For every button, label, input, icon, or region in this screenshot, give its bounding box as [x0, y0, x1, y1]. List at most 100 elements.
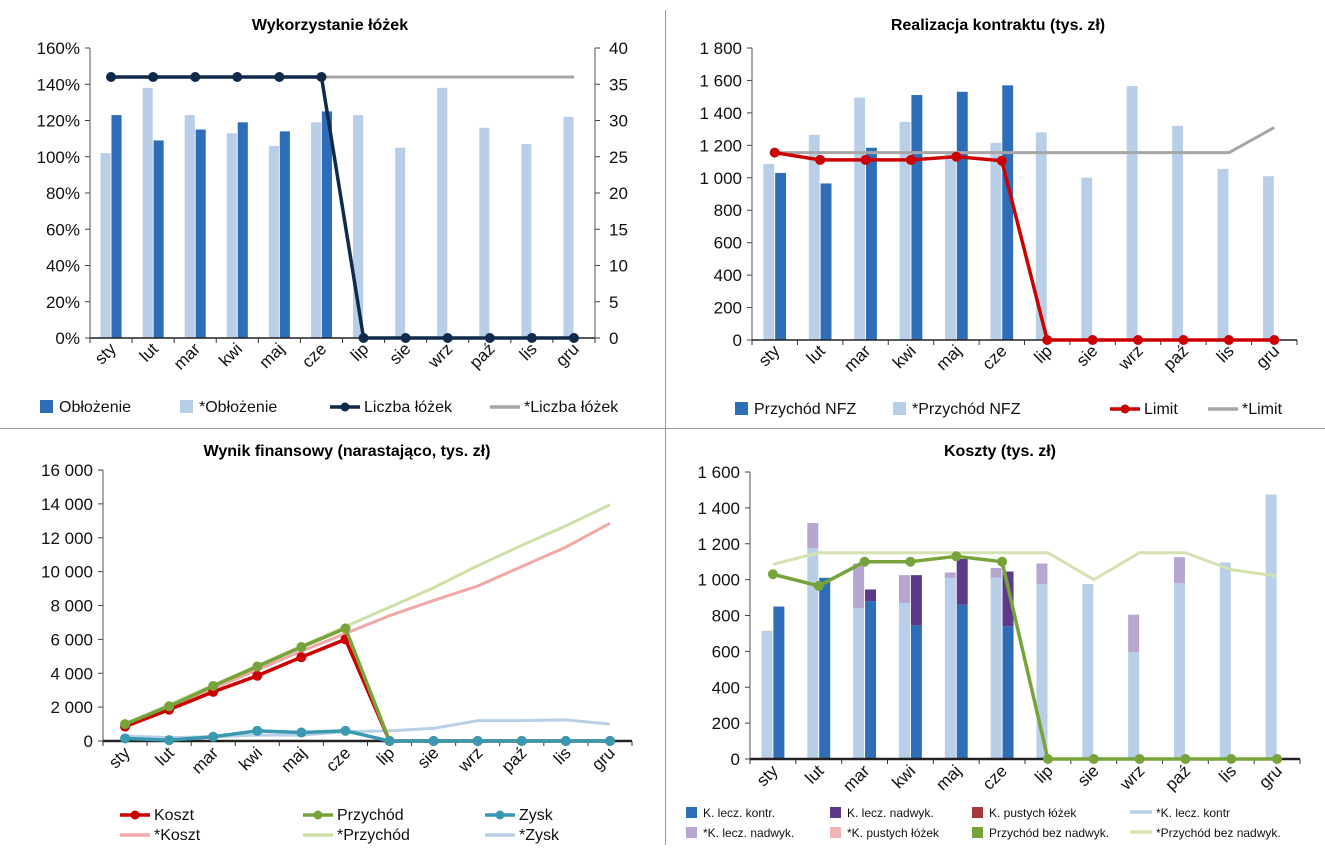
bar	[865, 601, 877, 759]
bar	[1262, 176, 1274, 340]
y-tick-label: 0	[731, 750, 740, 769]
legend-label: Przychód bez nadwyk.	[989, 826, 1109, 840]
bar	[1172, 125, 1184, 340]
bar	[990, 142, 1002, 340]
bar	[437, 87, 448, 338]
y2-tick-label: 5	[609, 293, 618, 312]
legend-swatch	[686, 827, 697, 838]
data-point	[568, 333, 579, 343]
x-tick-label: kwi	[889, 341, 920, 372]
bar	[956, 604, 968, 759]
x-tick-label: sie	[386, 339, 415, 368]
legend-label: Obłożenie	[59, 399, 131, 416]
data-point	[815, 154, 826, 165]
legend-swatch	[830, 807, 841, 818]
bar	[944, 577, 956, 759]
x-tick-label: cze	[322, 743, 354, 775]
data-point	[106, 72, 117, 82]
legend-swatch	[830, 827, 841, 838]
y2-tick-label: 40	[609, 39, 628, 58]
bar	[1173, 583, 1185, 759]
legend-label: K. lecz. kontr.	[703, 806, 775, 820]
y-tick-label: 120%	[37, 112, 80, 131]
y-tick-label: 0%	[55, 329, 80, 348]
y-tick-label: 6 000	[50, 630, 93, 649]
x-tick-label: mar	[188, 743, 222, 777]
y2-tick-label: 15	[609, 220, 628, 239]
bar	[1219, 562, 1231, 759]
data-point	[208, 731, 219, 742]
y-tick-label: 0	[733, 331, 742, 350]
data-point	[951, 151, 962, 162]
bar	[773, 606, 785, 759]
x-tick-label: mar	[840, 341, 874, 375]
bar	[1002, 626, 1014, 759]
x-tick-label: sty	[755, 341, 784, 370]
data-point	[859, 556, 870, 567]
y-tick-label: 600	[712, 642, 740, 661]
vertical-divider	[665, 10, 666, 845]
data-point	[1042, 335, 1053, 345]
x-tick-label: lis	[516, 339, 541, 364]
bar	[854, 97, 866, 340]
bar	[807, 548, 819, 759]
legend-marker	[1120, 404, 1130, 414]
x-tick-label: maj	[277, 743, 310, 776]
x-tick-label: gru	[588, 743, 619, 774]
bar	[279, 131, 290, 338]
data-point	[252, 661, 263, 672]
y-tick-label: 10 000	[41, 563, 93, 582]
x-tick-label: lip	[1031, 341, 1056, 366]
data-point	[120, 733, 131, 744]
y-tick-label: 1 400	[699, 104, 742, 123]
x-tick-label: mar	[170, 339, 204, 373]
data-point	[1042, 754, 1053, 764]
bar	[1128, 614, 1140, 653]
bar	[910, 575, 922, 626]
data-point	[442, 333, 453, 343]
x-tick-label: kwi	[235, 743, 266, 774]
series-line	[124, 522, 611, 728]
data-point	[190, 72, 201, 82]
y-tick-label: 60%	[46, 220, 80, 239]
x-tick-label: sie	[414, 743, 443, 772]
data-point	[484, 333, 495, 343]
data-point	[428, 736, 439, 746]
y-tick-label: 8 000	[50, 597, 93, 616]
bar	[990, 567, 1002, 578]
x-tick-label: gru	[552, 339, 583, 370]
chart-title: Wynik finansowy (narastająco, tys. zł)	[204, 443, 491, 460]
data-point	[164, 701, 175, 712]
legend-label: Przychód NFZ	[754, 401, 856, 418]
data-point	[164, 735, 175, 746]
y2-tick-label: 35	[609, 75, 628, 94]
x-tick-label: lip	[347, 339, 372, 364]
x-tick-label: gru	[1255, 761, 1286, 792]
x-tick-label: lut	[801, 761, 827, 787]
x-tick-label: lis	[1213, 341, 1238, 366]
y2-tick-label: 20	[609, 184, 628, 203]
bar	[310, 122, 322, 338]
y-tick-label: 0	[84, 732, 93, 751]
y-tick-label: 1 400	[697, 499, 740, 518]
legend-swatch	[686, 807, 697, 818]
data-point	[905, 556, 916, 567]
y2-tick-label: 30	[609, 112, 628, 131]
bar	[226, 133, 237, 338]
bar	[808, 134, 820, 340]
y2-tick-label: 0	[609, 329, 618, 348]
chart-title: Wykorzystanie łóżek	[252, 17, 408, 34]
bar	[898, 602, 910, 759]
data-point	[274, 72, 285, 82]
data-point	[148, 72, 159, 82]
bar	[111, 115, 122, 338]
y-tick-label: 400	[714, 266, 742, 285]
bar	[395, 147, 406, 338]
data-point	[296, 652, 307, 663]
bar	[956, 91, 968, 340]
bar	[321, 111, 332, 338]
legend-label: Przychód	[337, 807, 404, 824]
legend-label: *Limit	[1242, 401, 1283, 418]
x-tick-label: wrz	[1114, 341, 1147, 374]
